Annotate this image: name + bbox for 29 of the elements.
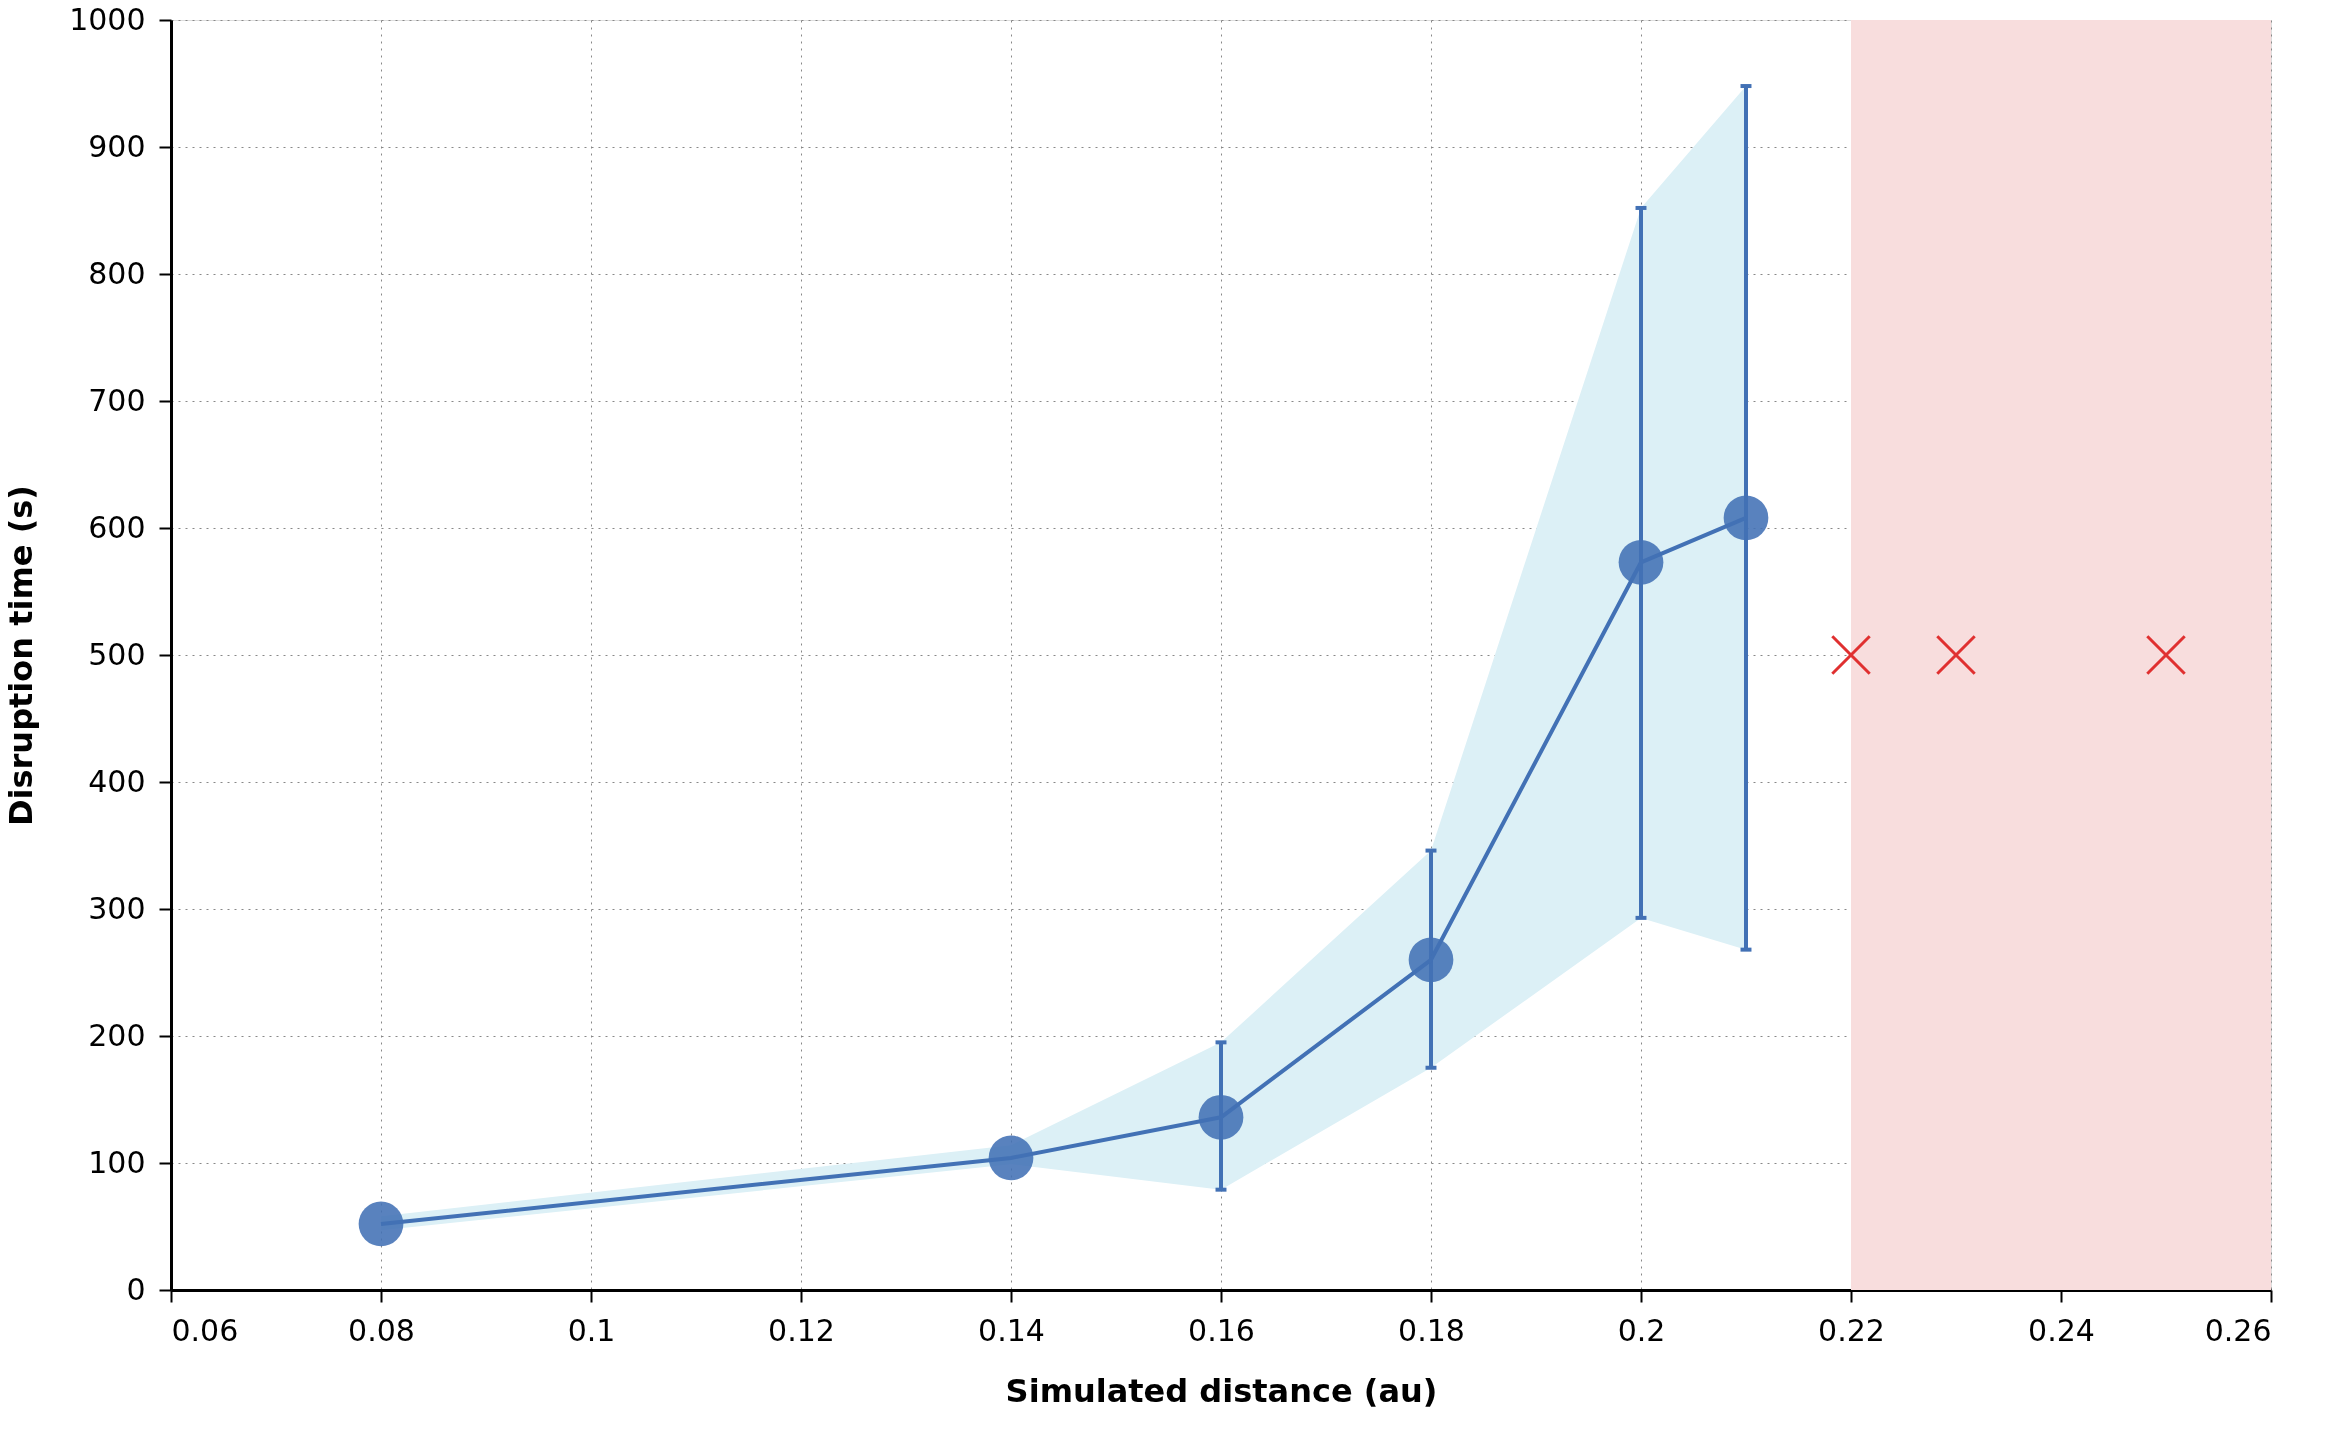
x-tick-label: 0.12 [768, 1312, 835, 1348]
x-tick-label: 0.18 [1398, 1312, 1465, 1348]
x-tick-label: 0.1 [567, 1312, 616, 1348]
point [1830, 634, 1872, 676]
y-axis-title: Disruption time (s) [2, 485, 41, 826]
y-tick-label: 500 [88, 636, 146, 672]
point [2145, 634, 2187, 676]
x-tick-label: 0.16 [1188, 1312, 1255, 1348]
y-tick-label: 200 [88, 1017, 146, 1053]
y-tick-label: 300 [88, 890, 146, 926]
y-tick-label: 800 [88, 255, 146, 291]
y-tick-label: 400 [88, 763, 146, 799]
y-tick-label: 1000 [69, 1, 146, 37]
y-tick-label: 900 [88, 128, 146, 164]
x-tick-label: 0.14 [978, 1312, 1045, 1348]
y-tick-label: 100 [88, 1144, 146, 1180]
x-tick-label: 0.06 [171, 1312, 239, 1348]
x-tick-label: 0.24 [2028, 1312, 2095, 1348]
point [1723, 495, 1769, 541]
x-axis-title: Simulated distance (au) [1005, 1371, 1438, 1410]
y-tick-label: 700 [88, 382, 146, 418]
y-tick-label: 0 [126, 1271, 146, 1307]
x-tick-label: 0.26 [2204, 1312, 2272, 1348]
x-tick-label: 0.22 [1818, 1312, 1885, 1348]
y-tick-label: 600 [88, 509, 146, 545]
x-tick-label: 0.2 [1617, 1312, 1666, 1348]
point [358, 1201, 404, 1247]
point [1935, 634, 1977, 676]
x-tick-label: 0.08 [348, 1312, 415, 1348]
